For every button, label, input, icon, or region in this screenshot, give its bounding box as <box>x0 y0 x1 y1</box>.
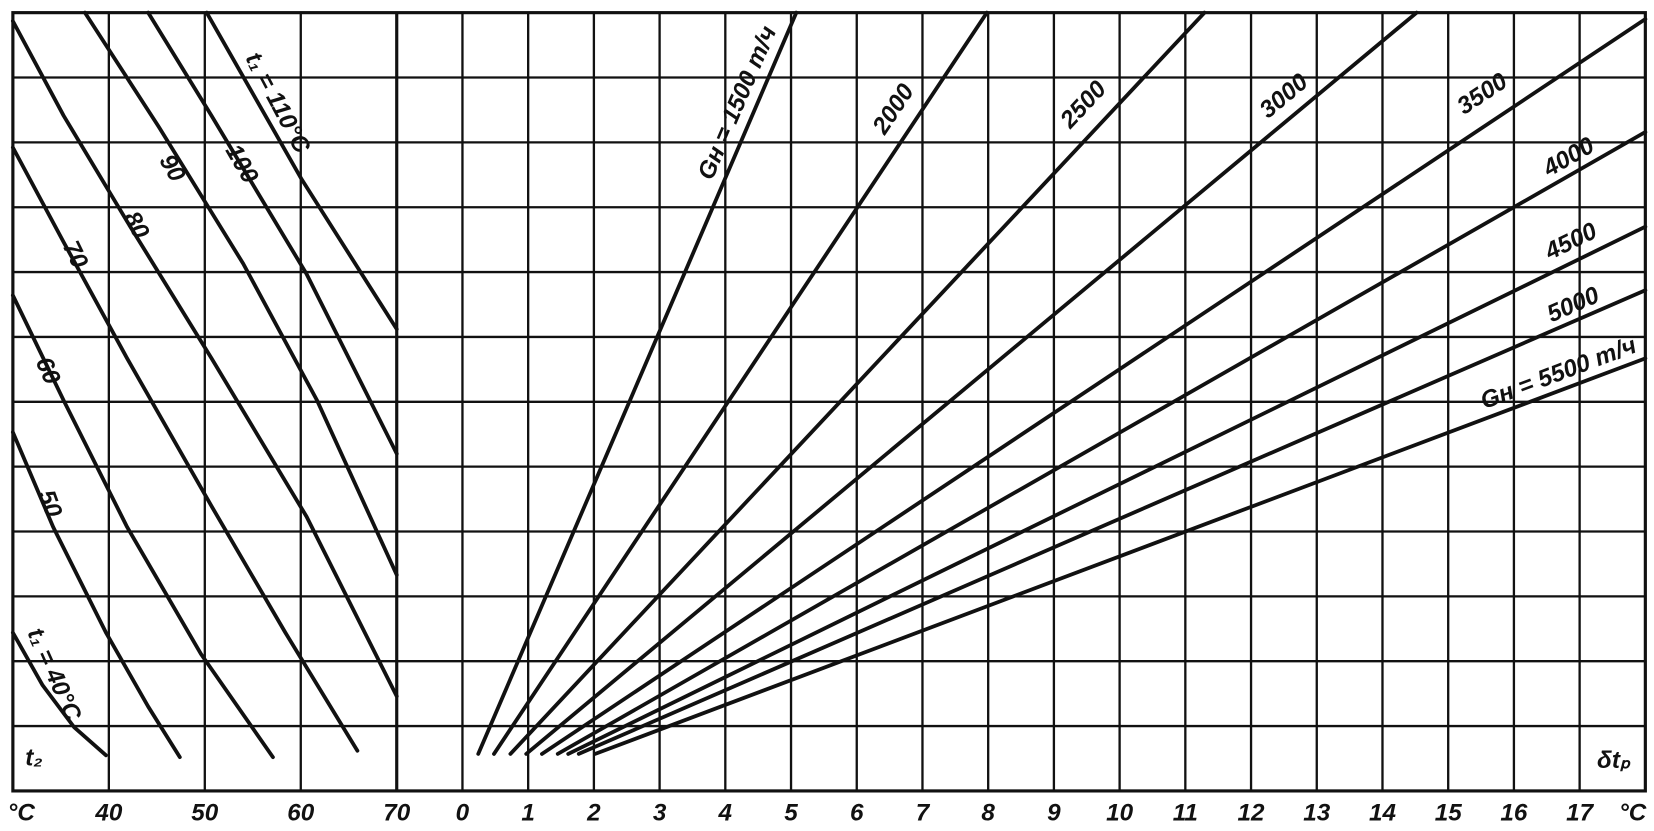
x-tick-label: 10 <box>1106 800 1133 827</box>
x-tick-label: 13 <box>1303 800 1330 827</box>
curve <box>476 10 799 756</box>
x-tick-label: 4 <box>718 800 733 827</box>
curve <box>83 10 399 577</box>
curve <box>576 288 1648 756</box>
curve <box>204 10 399 332</box>
curve-label: 2500 <box>1055 75 1113 134</box>
curve <box>540 17 1648 756</box>
x-tick-label: 17 <box>1566 800 1594 827</box>
x-tick-label: 14 <box>1369 800 1396 827</box>
x-axis-unit: °C <box>8 800 36 827</box>
curve <box>593 356 1648 756</box>
curve-label: 2000 <box>867 79 920 140</box>
x-tick-label: 50 <box>191 800 218 827</box>
curve-label: 100 <box>220 140 264 189</box>
x-tick-label: 3 <box>653 800 667 827</box>
x-tick-label: 0 <box>456 800 470 827</box>
x-tick-label: 2 <box>586 800 601 827</box>
x-tick-label: 9 <box>1047 800 1061 827</box>
x-tick-label: 1 <box>521 800 535 827</box>
curve <box>566 224 1648 756</box>
curve-label: 60 <box>30 353 66 389</box>
curve <box>524 10 1419 756</box>
curve <box>508 10 1207 756</box>
curve-label: Gн = 1500 т/ч <box>693 22 783 184</box>
curve-label: 90 <box>154 150 191 187</box>
curve <box>10 430 182 760</box>
x-axis-unit: °C <box>1619 800 1647 827</box>
curve-label: 4500 <box>1540 217 1602 266</box>
x-tick-label: 8 <box>981 800 995 827</box>
x-tick-label: 16 <box>1500 800 1527 827</box>
x-tick-label: 15 <box>1435 800 1462 827</box>
curve <box>492 10 989 756</box>
x-tick-label: 12 <box>1238 800 1265 827</box>
x-tick-label: 6 <box>850 800 864 827</box>
x-tick-label: 5 <box>784 800 798 827</box>
x-axis-label: t₂ <box>25 745 42 772</box>
x-tick-label: 11 <box>1173 800 1198 827</box>
x-tick-label: 7 <box>916 800 931 827</box>
curve <box>10 630 108 758</box>
curve <box>10 19 399 699</box>
x-axis-label: δtₚ <box>1597 747 1631 774</box>
x-tick-label: 40 <box>94 800 122 827</box>
x-tick-label: 70 <box>383 800 410 827</box>
x-tick-label: 60 <box>287 800 314 827</box>
curve <box>10 293 275 760</box>
curve-label: t₁ = 40°C <box>22 624 87 725</box>
curve <box>146 10 399 456</box>
curve <box>555 130 1648 756</box>
curve <box>10 145 360 753</box>
